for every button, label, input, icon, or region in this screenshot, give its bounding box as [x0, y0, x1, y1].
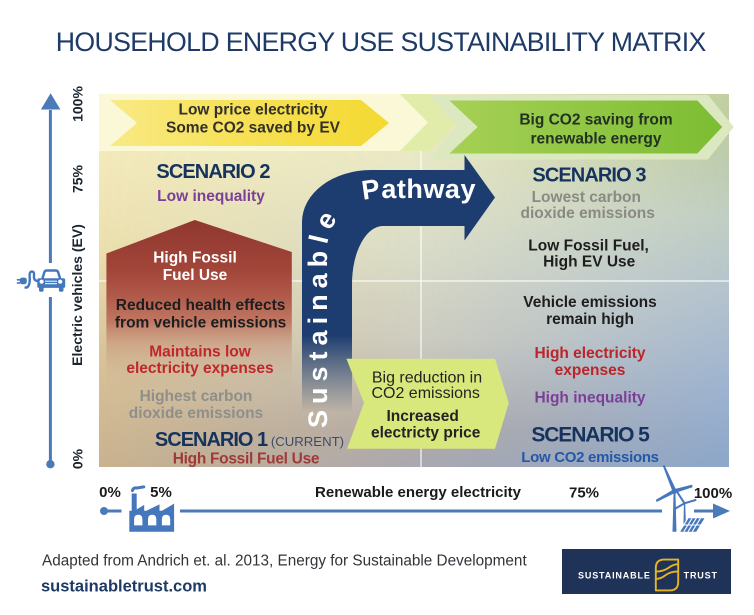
svg-text:100%: 100%	[69, 86, 85, 122]
svg-text:dioxide emissions: dioxide emissions	[129, 405, 263, 422]
svg-text:5%: 5%	[150, 484, 172, 501]
svg-text:0%: 0%	[99, 484, 121, 501]
svg-text:TRUST: TRUST	[684, 571, 718, 581]
svg-text:Low CO2 emissions: Low CO2 emissions	[521, 449, 658, 466]
svg-text:75%: 75%	[569, 485, 599, 502]
svg-text:sustainabletrust.com: sustainabletrust.com	[41, 578, 207, 596]
svg-text:Maintains low: Maintains low	[149, 343, 252, 360]
svg-text:electricty price: electricty price	[371, 424, 481, 441]
svg-text:Big reduction in: Big reduction in	[372, 370, 482, 387]
svg-text:renewable energy: renewable energy	[531, 131, 662, 148]
svg-text:Vehicle emissions: Vehicle emissions	[523, 294, 657, 311]
svg-text:Low inequality: Low inequality	[157, 188, 265, 205]
svg-text:High electricity: High electricity	[534, 345, 645, 362]
svg-text:100%: 100%	[694, 485, 732, 502]
svg-text:SCENARIO 3: SCENARIO 3	[532, 165, 646, 187]
svg-text:HOUSEHOLD ENERGY USE SUSTAINAB: HOUSEHOLD ENERGY USE SUSTAINABILITY MATR…	[56, 27, 707, 57]
svg-text:expenses: expenses	[555, 362, 626, 379]
svg-text:SCENARIO 5: SCENARIO 5	[531, 423, 650, 446]
svg-text:0%: 0%	[69, 448, 85, 469]
svg-text:dioxide emissions: dioxide emissions	[521, 205, 655, 222]
svg-text:High Fossil Fuel Use: High Fossil Fuel Use	[173, 451, 320, 468]
svg-text:Renewable energy electricity: Renewable energy electricity	[315, 484, 522, 501]
svg-text:Electric vehicles (EV): Electric vehicles (EV)	[69, 224, 85, 366]
svg-text:SUSTAINABLE: SUSTAINABLE	[578, 571, 651, 581]
svg-text:CO2 emissions: CO2 emissions	[371, 385, 479, 402]
svg-text:Reduced health effects: Reduced health effects	[116, 297, 286, 314]
svg-text:High EV Use: High EV Use	[543, 254, 636, 271]
svg-text:remain high: remain high	[546, 311, 634, 328]
svg-text:High Fossil: High Fossil	[153, 250, 237, 267]
svg-text:Increased: Increased	[387, 408, 459, 425]
svg-text:Fuel Use: Fuel Use	[163, 267, 228, 284]
svg-text:Highest carbon: Highest carbon	[140, 388, 253, 405]
svg-text:Lowest carbon: Lowest carbon	[532, 189, 641, 206]
svg-text:from vehicle emissions: from vehicle emissions	[115, 315, 286, 332]
svg-text:electricity expenses: electricity expenses	[126, 360, 273, 377]
svg-text:Low price electricity: Low price electricity	[178, 102, 327, 119]
svg-text:SCENARIO 1 (CURRENT): SCENARIO 1 (CURRENT)	[155, 429, 344, 451]
svg-text:High inequality: High inequality	[534, 389, 645, 406]
svg-text:Adapted from Andrich et. al. 2: Adapted from Andrich et. al. 2013, Energ…	[42, 553, 527, 570]
svg-text:Low Fossil Fuel,: Low Fossil Fuel,	[528, 237, 649, 254]
svg-text:SCENARIO 2: SCENARIO 2	[156, 161, 270, 183]
svg-text:Some CO2 saved by EV: Some CO2 saved by EV	[166, 120, 341, 137]
svg-text:Big CO2 saving from: Big CO2 saving from	[519, 112, 672, 129]
svg-text:75%: 75%	[69, 164, 85, 193]
